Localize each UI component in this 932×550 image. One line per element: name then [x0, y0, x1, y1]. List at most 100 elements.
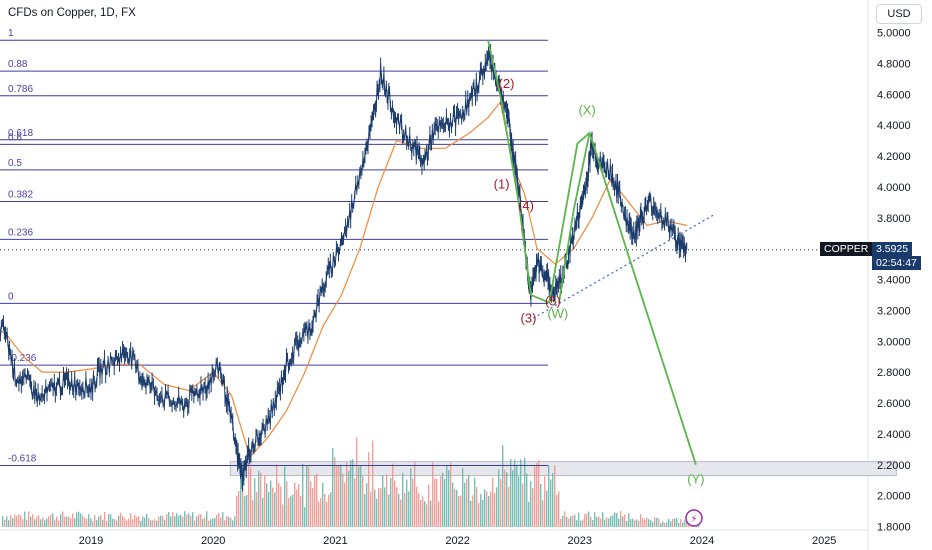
volume-bar — [306, 465, 308, 527]
volume-bar — [584, 514, 586, 527]
volume-bar — [90, 518, 92, 527]
volume-bar — [600, 518, 602, 527]
volume-bar — [548, 465, 550, 527]
volume-bar — [66, 516, 68, 527]
volume-bar — [498, 469, 500, 527]
volume-bar — [450, 462, 452, 527]
wave-label: (4) — [518, 198, 534, 213]
volume-bar — [150, 520, 152, 527]
volume-bar — [44, 520, 46, 527]
volume-bar — [370, 491, 372, 527]
volume-bar — [46, 518, 48, 527]
volume-bar — [196, 516, 198, 527]
volume-bar — [6, 516, 8, 527]
volume-bar — [488, 495, 490, 527]
volume-bar — [592, 519, 594, 527]
volume-bar — [170, 516, 172, 527]
volume-bar — [386, 474, 388, 527]
volume-bar — [610, 516, 612, 527]
volume-bar — [352, 459, 354, 527]
volume-bar — [132, 519, 134, 527]
volume-bar — [12, 518, 14, 527]
volume-bar — [578, 512, 580, 527]
volume-bar — [680, 518, 682, 527]
volume-bar — [58, 520, 60, 527]
volume-bar — [668, 518, 670, 527]
volume-bar — [320, 498, 322, 527]
volume-bar — [278, 482, 280, 527]
volume-bar — [348, 471, 350, 527]
volume-bar — [446, 465, 448, 527]
volume-bar — [402, 472, 404, 527]
volume-bar — [172, 512, 174, 527]
volume-bar — [84, 517, 86, 527]
volume-bar — [682, 522, 684, 527]
support-zone — [229, 461, 897, 477]
volume-bar — [314, 475, 316, 527]
volume-bar — [666, 522, 668, 527]
y-tick-label: 1.8000 — [877, 522, 911, 534]
y-tick-label: 4.4000 — [877, 120, 911, 132]
volume-bar — [24, 511, 26, 527]
volume-bar — [146, 513, 148, 527]
volume-bar — [516, 464, 518, 527]
volume-bar — [128, 518, 130, 527]
volume-bar — [534, 466, 536, 527]
volume-bar — [652, 521, 654, 527]
x-tick-label: 2024 — [690, 535, 714, 547]
volume-bar — [280, 486, 282, 527]
volume-bar — [388, 494, 390, 527]
volume-bar — [614, 512, 616, 527]
y-tick-label: 3.4000 — [877, 275, 911, 287]
volume-bar — [564, 511, 566, 527]
volume-bar — [130, 513, 132, 527]
volume-bar — [562, 515, 564, 527]
volume-bar — [616, 512, 618, 527]
volume-bar — [538, 460, 540, 527]
volume-bar — [558, 491, 560, 527]
volume-bar — [40, 519, 42, 527]
volume-bar — [598, 516, 600, 527]
volume-bar — [424, 501, 426, 527]
volume-bar — [492, 477, 494, 527]
fib-level-label: 0.6 — [8, 132, 22, 143]
y-tick-label: 4.6000 — [877, 89, 911, 101]
volume-bar — [368, 452, 370, 527]
volume-bar — [176, 513, 178, 527]
volume-bar — [174, 516, 176, 527]
volume-bar — [282, 504, 284, 527]
volume-bar — [332, 448, 334, 527]
y-tick-label: 5.0000 — [877, 28, 911, 40]
volume-bar — [624, 514, 626, 527]
volume-bar — [454, 488, 456, 527]
volume-bar — [124, 518, 126, 527]
wave-label: (W) — [547, 306, 568, 321]
currency-button[interactable]: USD — [876, 4, 922, 24]
volume-bar — [238, 491, 240, 527]
fib-level-label: 0 — [8, 291, 14, 302]
y-tick-label: 2.8000 — [877, 367, 911, 379]
volume-bar — [674, 518, 676, 527]
volume-bar — [218, 512, 220, 527]
symbol-label: COPPER — [820, 242, 873, 256]
volume-bar — [38, 515, 40, 527]
y-tick-label: 3.2000 — [877, 305, 911, 317]
volume-bar — [68, 516, 70, 527]
volume-bar — [168, 511, 170, 527]
volume-bar — [422, 496, 424, 527]
volume-bar — [374, 489, 376, 527]
volume-bar — [430, 500, 432, 527]
volume-bar — [208, 520, 210, 527]
volume-bar — [206, 511, 208, 527]
volume-bar — [338, 465, 340, 527]
volume-bar — [318, 501, 320, 527]
volume-bar — [22, 519, 24, 527]
volume-bar — [576, 520, 578, 527]
volume-bar — [152, 520, 154, 527]
volume-bar — [664, 522, 666, 527]
volume-bar — [50, 514, 52, 527]
volume-bar — [366, 483, 368, 527]
volume-bar — [200, 514, 202, 527]
volume-bar — [52, 513, 54, 527]
